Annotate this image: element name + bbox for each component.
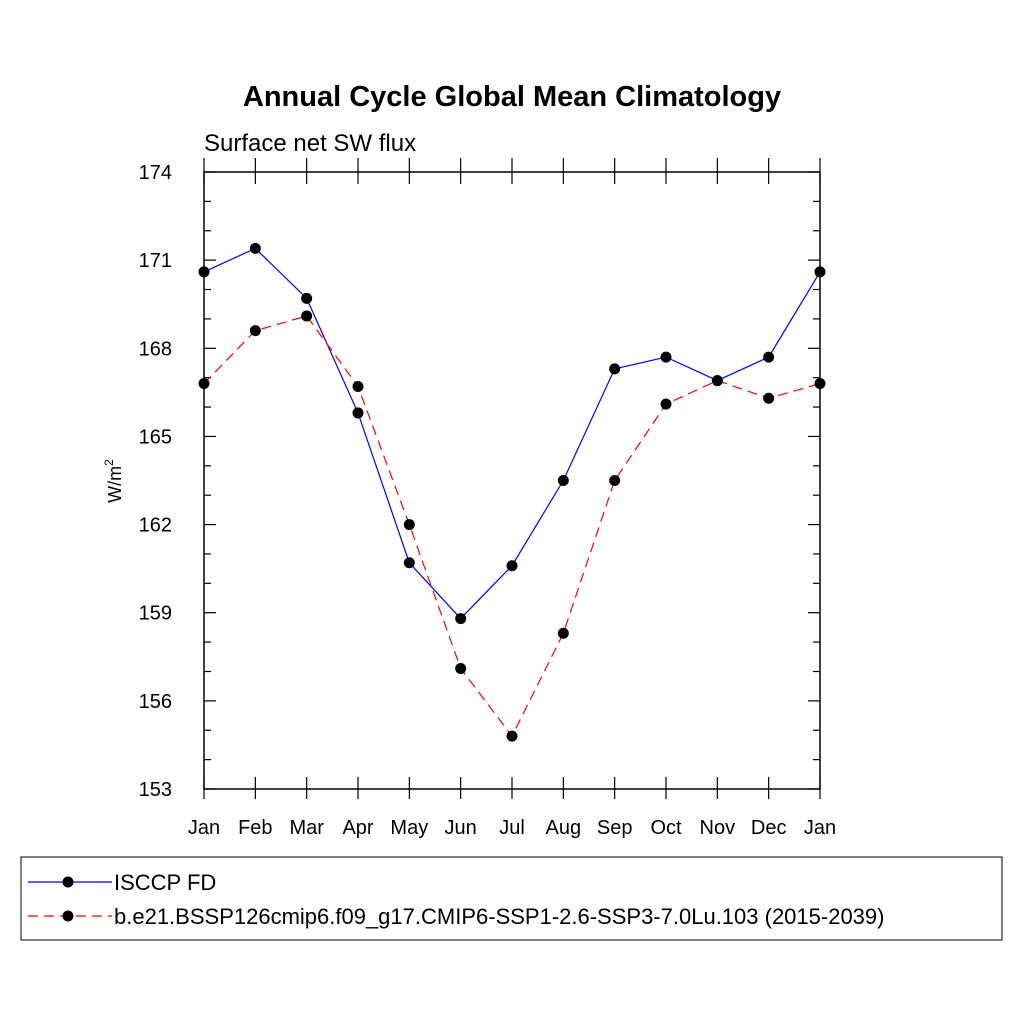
x-tick-label: Jan <box>188 817 220 839</box>
x-tick-label: Sep <box>597 817 633 839</box>
data-point <box>455 613 467 625</box>
y-tick-label: 165 <box>139 426 172 448</box>
data-point <box>506 560 518 572</box>
series-line <box>203 315 821 738</box>
legend-label: ISCCP FD <box>114 870 216 895</box>
data-point <box>609 475 621 486</box>
data-point <box>557 627 569 639</box>
x-tick-label: Oct <box>650 817 682 839</box>
y-tick-label: 171 <box>139 250 172 272</box>
legend-entry: b.e21.BSSP126cmip6.f09_g17.CMIP6-SSP1-2.… <box>28 904 884 929</box>
legend: ISCCP FD b.e21.BSSP126cmip6.f09_g17.CMIP6… <box>28 870 884 929</box>
x-tick-label: Mar <box>289 817 324 839</box>
data-point <box>660 398 672 410</box>
x-tick-label: Nov <box>700 817 736 839</box>
y-axis-label-exponent: 2 <box>102 459 116 466</box>
series-1 <box>198 242 826 625</box>
plot-frame <box>203 171 821 790</box>
x-tick-label: May <box>390 817 428 839</box>
chart-title: Annual Cycle Global Mean Climatology <box>243 81 781 113</box>
data-point <box>609 363 621 375</box>
y-tick-label: 174 <box>139 162 172 184</box>
data-point <box>198 378 210 390</box>
data-point <box>711 375 723 387</box>
x-tick-label: Jun <box>445 817 477 839</box>
data-point <box>249 325 261 337</box>
data-point <box>352 380 364 392</box>
x-tick-label: Dec <box>751 817 787 839</box>
data-point <box>763 351 775 363</box>
data-point <box>557 475 569 486</box>
series-2 <box>198 310 826 742</box>
chart-subtitle: Surface net SW flux <box>204 130 416 157</box>
data-point <box>249 242 261 254</box>
legend-entry: ISCCP FD <box>28 870 216 895</box>
data-point <box>455 663 467 675</box>
series-layer <box>198 242 826 742</box>
legend-marker <box>62 876 74 888</box>
data-point <box>814 266 826 278</box>
x-tick-label: Jan <box>804 817 836 839</box>
axis-ticks <box>203 158 821 799</box>
x-tick-labels: Jan Feb Mar Apr May Jun Jul Aug Sep Oct Nov Dec Jan <box>188 817 836 839</box>
legend-box <box>20 856 1003 941</box>
y-axis-label: W/m2 <box>102 459 125 503</box>
data-point <box>660 351 672 363</box>
x-tick-label: Aug <box>546 817 582 839</box>
data-point <box>352 407 364 419</box>
x-tick-label: Apr <box>342 817 373 839</box>
data-point <box>198 266 210 278</box>
data-point <box>506 730 518 742</box>
x-tick-label: Jul <box>499 817 525 839</box>
data-point <box>403 519 415 531</box>
y-axis-label-unit: W/m <box>105 466 125 503</box>
y-tick-label: 168 <box>139 338 172 360</box>
data-point <box>301 310 313 322</box>
data-point <box>301 292 313 304</box>
legend-label: b.e21.BSSP126cmip6.f09_g17.CMIP6-SSP1-2.… <box>114 904 884 929</box>
data-point <box>763 392 775 404</box>
x-tick-label: Feb <box>238 817 272 839</box>
y-tick-label: 153 <box>139 779 172 801</box>
y-tick-labels: 153 156 159 162 165 168 171 174 <box>139 162 172 801</box>
y-tick-label: 156 <box>139 691 172 713</box>
y-tick-label: 159 <box>139 603 172 625</box>
legend-marker <box>62 910 74 922</box>
y-tick-label: 162 <box>139 515 172 537</box>
data-point <box>403 557 415 569</box>
data-point <box>814 378 826 390</box>
